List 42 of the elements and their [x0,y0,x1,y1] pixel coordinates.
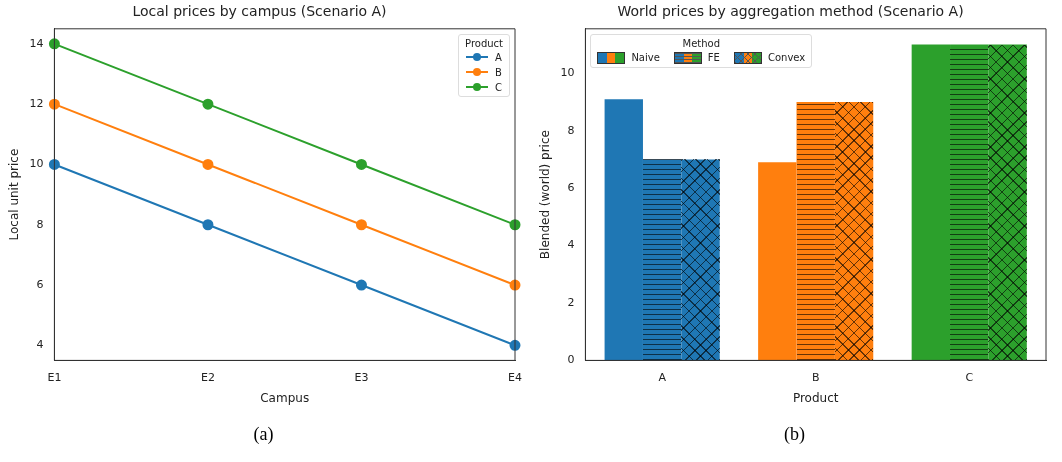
x-axis-title: Campus [260,390,310,405]
y-tick-label: 6 [36,277,44,291]
y-tick-label: 12 [29,97,44,111]
point [202,98,214,110]
y-tick-label: 2 [567,295,575,309]
legend-title: Product [465,37,503,49]
x-tick-label: E2 [200,370,215,384]
legend-label: Naive [631,52,660,64]
legend-label: Convex [767,52,806,64]
chart-title: Local prices by campus (Scenario A) [132,3,387,20]
point [355,279,367,291]
y-tick-label: 4 [36,338,44,352]
legend-label: FE [707,52,720,64]
x-tick-label: B [811,370,820,384]
legend-title: Method [681,37,722,49]
x-tick-label: C [965,370,974,384]
y-tick-label: 10 [29,157,44,171]
legend-label: C [495,81,503,93]
y-axis-title: Blended (world) price [538,130,553,260]
legend-label: B [495,66,502,78]
chart-title: World prices by aggregation method (Scenario A) [617,3,964,20]
y-tick-label: 0 [567,353,575,367]
x-tick-label: E1 [47,370,62,384]
y-tick-label: 14 [29,36,44,50]
x-tick-label: E3 [354,370,369,384]
y-tick-label: 10 [560,66,575,80]
y-tick-label: 8 [36,217,44,231]
text: (a) [252,424,275,445]
x-tick-label: E4 [508,370,522,384]
x-tick-label: A [658,370,667,384]
point [202,158,214,170]
text: (b) [783,424,806,445]
point [355,158,367,170]
x-axis-title: Product [792,390,839,405]
legend-label: A [495,51,502,63]
y-tick-label: 6 [567,181,575,194]
y-tick-label: 8 [567,123,575,137]
y-axis-title: Local unit price [7,148,22,241]
point [355,219,367,231]
point [202,219,214,231]
y-tick-label: 4 [567,238,575,252]
point [48,158,60,170]
